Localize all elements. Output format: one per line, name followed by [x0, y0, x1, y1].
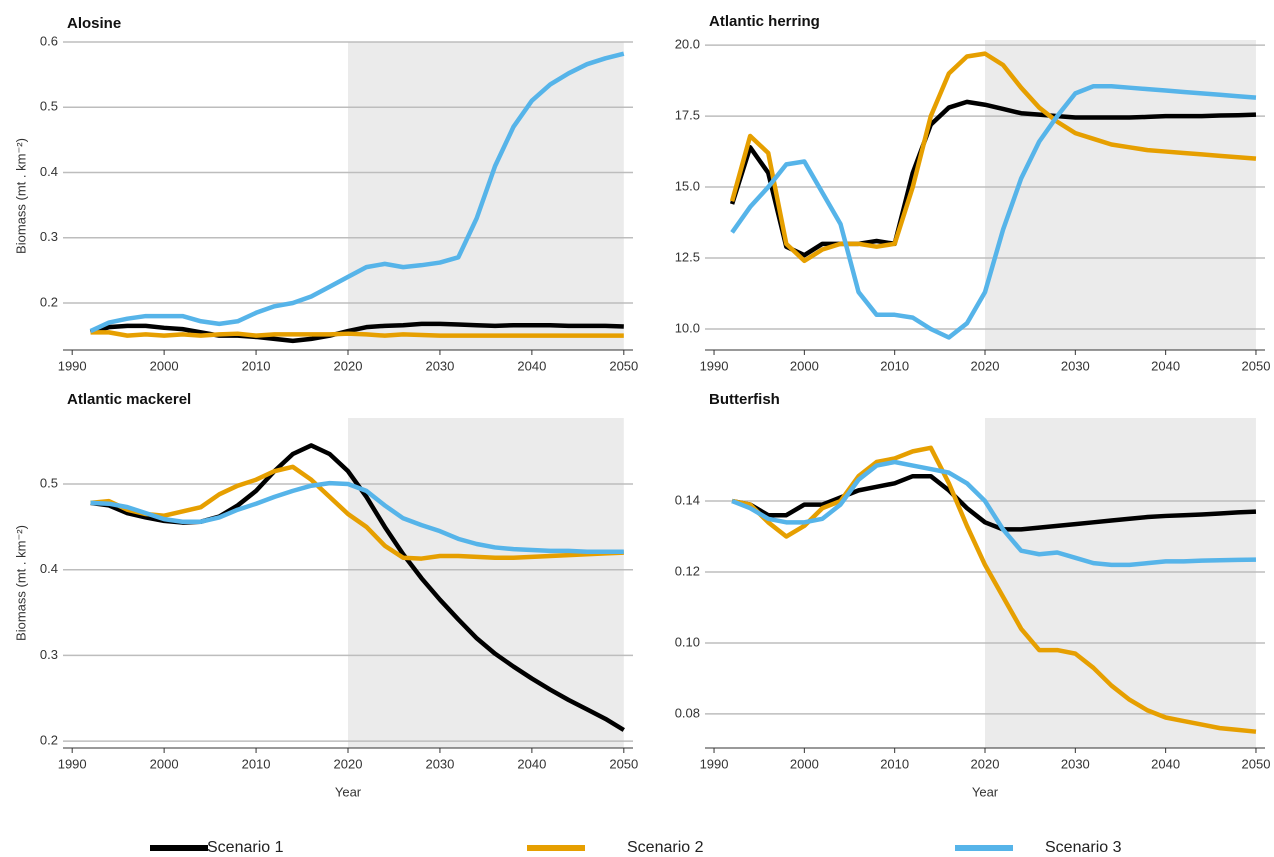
- x-tick-label: 2010: [880, 756, 909, 771]
- x-tick-label: 2030: [425, 756, 454, 771]
- panel-title: Alosine: [67, 15, 121, 32]
- x-tick-label: 2050: [1242, 756, 1271, 771]
- series-line: [90, 330, 624, 338]
- x-tick-label: 2030: [425, 358, 454, 373]
- x-tick-label: 2050: [1242, 358, 1271, 373]
- legend-label: Scenario 2: [627, 839, 704, 856]
- series-line: [89, 51, 625, 334]
- x-tick-label: 1990: [700, 756, 729, 771]
- x-tick-label: 2020: [334, 756, 363, 771]
- x-tick-label: 2010: [242, 756, 271, 771]
- x-tick-label: 2040: [517, 756, 546, 771]
- x-tick-label: 2030: [1061, 756, 1090, 771]
- series-line: [89, 321, 624, 344]
- y-tick-label: 0.3: [40, 229, 58, 244]
- y-tick-label: 0.2: [40, 733, 58, 748]
- projection-shade: [985, 40, 1256, 350]
- x-tick-label: 1990: [700, 358, 729, 373]
- y-tick-label: 0.6: [40, 33, 58, 48]
- x-tick-label: 2050: [609, 756, 638, 771]
- y-tick-label: 20.0: [675, 37, 700, 52]
- y-tick-label: 0.4: [40, 561, 58, 576]
- panel-title: Atlantic mackerel: [67, 391, 191, 408]
- y-tick-label: 15.0: [675, 178, 700, 193]
- series-line: [90, 480, 624, 554]
- x-tick-label: 2000: [790, 358, 819, 373]
- y-tick-label: 0.4: [40, 164, 58, 179]
- x-tick-label: 2040: [517, 358, 546, 373]
- y-tick-label: 10.0: [675, 320, 700, 335]
- y-tick-label: 0.5: [40, 99, 58, 114]
- y-tick-label: 0.5: [40, 475, 58, 490]
- x-tick-label: 2020: [971, 756, 1000, 771]
- series-line: [731, 473, 1257, 532]
- y-tick-label: 0.2: [40, 294, 58, 309]
- series-line: [731, 459, 1257, 568]
- x-axis-label: Year: [335, 784, 362, 799]
- x-tick-label: 2000: [150, 358, 179, 373]
- series-line: [729, 99, 1257, 258]
- legend-label: Scenario 3: [1045, 839, 1122, 856]
- x-tick-label: 2010: [880, 358, 909, 373]
- y-axis-label: Biomass (mt . km⁻²): [13, 525, 28, 641]
- y-tick-label: 0.3: [40, 647, 58, 662]
- x-tick-label: 2000: [150, 756, 179, 771]
- x-tick-label: 2030: [1061, 358, 1090, 373]
- x-tick-label: 2020: [334, 358, 363, 373]
- x-tick-label: 2040: [1151, 756, 1180, 771]
- panel-title: Butterfish: [709, 391, 780, 408]
- y-tick-label: 12.5: [675, 249, 700, 264]
- panel-title: Atlantic herring: [709, 13, 820, 30]
- series-line: [731, 445, 1257, 734]
- series-line: [90, 464, 624, 561]
- projection-shade: [985, 418, 1256, 748]
- x-tick-label: 2000: [790, 756, 819, 771]
- series-line: [729, 51, 1257, 264]
- x-axis-label: Year: [972, 784, 999, 799]
- projection-shade: [348, 418, 624, 748]
- y-axis-label: Biomass (mt . km⁻²): [13, 138, 28, 254]
- series-line: [730, 84, 1257, 340]
- y-tick-label: 0.08: [675, 705, 700, 720]
- x-tick-label: 2040: [1151, 358, 1180, 373]
- x-tick-label: 1990: [58, 756, 87, 771]
- x-tick-label: 1990: [58, 358, 87, 373]
- y-tick-label: 0.10: [675, 634, 700, 649]
- x-tick-label: 2020: [971, 358, 1000, 373]
- legend-label: Scenario 1: [207, 839, 284, 856]
- y-tick-label: 0.14: [675, 492, 700, 507]
- x-tick-label: 2010: [242, 358, 271, 373]
- y-tick-label: 0.12: [675, 563, 700, 578]
- x-tick-label: 2050: [609, 358, 638, 373]
- y-tick-label: 17.5: [675, 108, 700, 123]
